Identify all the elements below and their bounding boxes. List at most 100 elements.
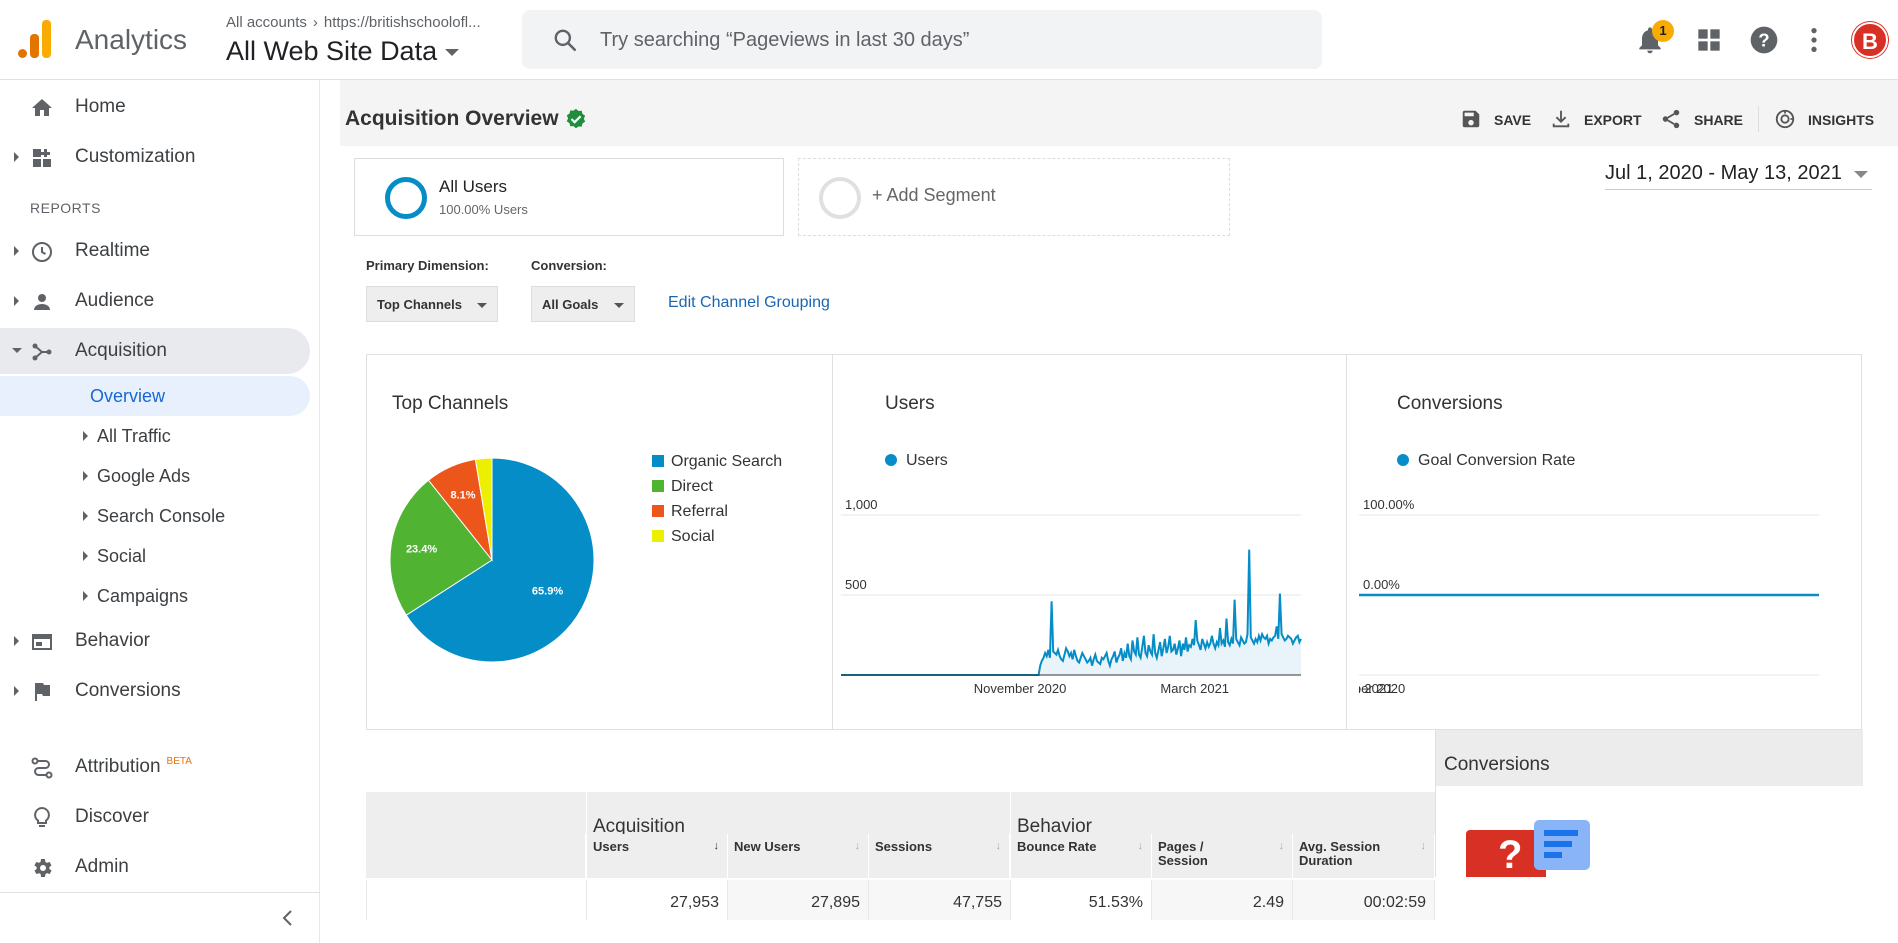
legend-item[interactable]: Organic Search [652, 453, 782, 471]
date-range-picker[interactable]: Jul 1, 2020 - May 13, 2021 [1605, 162, 1872, 190]
share-button[interactable]: SHARE [1660, 108, 1746, 132]
sidebar-item-customization[interactable]: Customization [0, 134, 310, 180]
svg-text:?: ? [1758, 30, 1769, 51]
sidebar-subitem-social[interactable]: Social [0, 536, 310, 576]
sidebar-subitem-google-ads[interactable]: Google Ads [0, 456, 310, 496]
sidebar-item-home[interactable]: Home [0, 84, 310, 130]
sidebar-subitem-all-traffic[interactable]: All Traffic [0, 416, 310, 456]
sidebar-divider [0, 892, 320, 893]
acquisition-icon [32, 343, 52, 361]
conversions-panel: Conversions Goal Conversion Rate 100.00%… [1346, 355, 1862, 729]
caret-down-icon [614, 303, 624, 308]
more-vert-icon[interactable] [1798, 24, 1830, 56]
person-icon [34, 294, 50, 310]
legend-item[interactable]: Direct [652, 478, 713, 496]
table-dimension-header [366, 834, 586, 878]
sort-arrow-icon: ↓ [713, 840, 720, 852]
view-selector[interactable]: All Web Site Data [226, 36, 460, 67]
avatar[interactable]: B [1852, 22, 1888, 58]
column-header-avg-session-duration[interactable]: Avg. Session Duration ↓ [1293, 834, 1435, 878]
save-icon [1462, 110, 1480, 128]
legend-dot-icon [1397, 454, 1409, 466]
sidebar-item-admin[interactable]: Admin [0, 844, 310, 890]
sidebar-subitem-campaigns[interactable]: Campaigns [0, 576, 310, 616]
legend-label: Users [906, 452, 948, 469]
caret-down-icon [477, 303, 487, 308]
primary-dimension-select[interactable]: Top Channels [366, 286, 498, 322]
sidebar-item-realtime[interactable]: Realtime [0, 228, 310, 274]
total-pages-per-session: 2.49 [1152, 880, 1293, 920]
apps-grid-icon[interactable] [1693, 24, 1725, 56]
segment-ring-icon [385, 177, 427, 219]
x-tick-label: November 2020 [1359, 681, 1405, 696]
search-bar[interactable] [522, 10, 1322, 69]
sidebar-subitem-overview[interactable]: Overview [0, 376, 310, 416]
top-channels-panel: Top Channels 65.9% 23.4% 8.1% Organic Sear… [367, 355, 832, 729]
add-segment-button[interactable]: + Add Segment [798, 158, 1230, 236]
column-header-sessions[interactable]: Sessions ↓ [869, 834, 1010, 878]
primary-dimension-value: Top Channels [377, 297, 462, 312]
conversions-side-header: Conversions [1436, 730, 1863, 786]
column-header-users[interactable]: Users ↓ [587, 834, 728, 878]
analytics-logo-icon[interactable] [18, 20, 52, 58]
y-tick-label: 100.00% [1363, 497, 1415, 512]
save-button[interactable]: SAVE [1460, 108, 1540, 132]
sidebar-item-label: Attribution BETA [75, 756, 192, 778]
column-header-bounce-rate[interactable]: Bounce Rate ↓ [1011, 834, 1152, 878]
sidebar-item-label: Customization [75, 146, 196, 167]
segment-percentage: 100.00% Users [439, 202, 528, 217]
segment-name: All Users [439, 177, 508, 196]
gear-icon [34, 859, 52, 877]
pie-slice[interactable] [474, 457, 493, 561]
column-header-pages-per-session[interactable]: Pages / Session ↓ [1152, 834, 1293, 878]
column-label: Users [593, 839, 630, 854]
main-content: Acquisition Overview SAVE EXPORT SHARE I… [340, 80, 1898, 943]
breadcrumb-property[interactable]: https://britishschoolofl... [323, 14, 481, 31]
pie-slice-label: 23.4% [406, 543, 437, 555]
sidebar-item-acquisition[interactable]: Acquisition [0, 328, 310, 374]
legend-item[interactable]: Social [652, 528, 715, 546]
sidebar-item-label: Behavior [75, 630, 150, 651]
help-icon[interactable]: ? [1748, 24, 1780, 56]
legend-swatch-icon [652, 530, 664, 542]
expand-arrow-icon [83, 471, 88, 481]
charts-panel: Top Channels 65.9% 23.4% 8.1% Organic Sear… [366, 354, 1862, 730]
total-sessions: 47,755 [869, 880, 1011, 920]
sidebar-subitem-label: All Traffic [97, 426, 171, 446]
breadcrumb-all-accounts[interactable]: All accounts [226, 14, 307, 31]
pie-slice[interactable] [405, 457, 595, 663]
save-label: SAVE [1494, 112, 1532, 128]
insights-button[interactable]: INSIGHTS [1774, 108, 1884, 132]
sidebar-item-conversions[interactable]: Conversions [0, 668, 310, 714]
column-header-new-users[interactable]: New Users ↓ [728, 834, 869, 878]
pie-slice[interactable] [389, 479, 493, 616]
total-users: 27,953 [587, 880, 728, 920]
header-divider [1758, 106, 1759, 132]
insights-icon [1775, 109, 1795, 129]
legend-item-goal-conversion-rate[interactable]: Goal Conversion Rate [1397, 452, 1575, 470]
reports-heading: REPORTS [30, 200, 101, 216]
edit-channel-grouping-link[interactable]: Edit Channel Grouping [668, 294, 830, 311]
conversion-select[interactable]: All Goals [531, 286, 635, 322]
sidebar-item-discover[interactable]: Discover [0, 794, 310, 840]
conversion-value: All Goals [542, 297, 599, 312]
legend-item-users[interactable]: Users [885, 452, 948, 470]
account-breadcrumb[interactable]: All accounts › https://britishschoolofl... [226, 14, 481, 31]
pie-chart: 65.9% 23.4% 8.1% [389, 457, 595, 663]
sidebar-item-audience[interactable]: Audience [0, 278, 310, 324]
app-name: Analytics [75, 24, 188, 55]
legend-label: Organic Search [671, 453, 783, 470]
search-input[interactable] [600, 20, 1300, 60]
sidebar-subitem-label: Social [97, 546, 147, 566]
legend-item[interactable]: Referral [652, 503, 728, 521]
export-button[interactable]: EXPORT [1550, 108, 1644, 132]
y-tick-label: 0.00% [1363, 577, 1400, 592]
sidebar-item-attribution[interactable]: Attribution BETA [0, 744, 310, 790]
sidebar-item-behavior[interactable]: Behavior [0, 618, 310, 664]
expand-arrow-icon [83, 591, 88, 601]
sort-arrow-icon: ↓ [854, 840, 861, 852]
pie-slice-label: 65.9% [532, 585, 563, 597]
collapse-sidebar-icon[interactable] [278, 908, 298, 928]
segment-all-users[interactable]: All Users 100.00% Users [354, 158, 784, 236]
sidebar-subitem-search-console[interactable]: Search Console [0, 496, 310, 536]
